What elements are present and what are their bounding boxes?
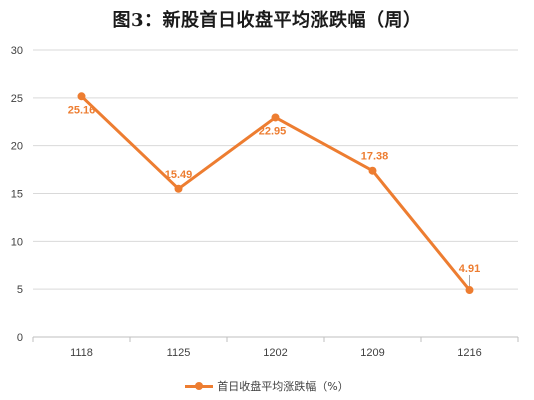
y-tick-label: 30 (11, 45, 23, 57)
data-point (465, 286, 474, 295)
data-point (368, 166, 377, 175)
data-point (174, 184, 183, 193)
data-label: 22.95 (259, 125, 287, 137)
data-label: 4.91 (459, 263, 480, 275)
x-tick-label: 1216 (457, 347, 481, 359)
legend-swatch (185, 381, 214, 391)
y-tick-label: 20 (11, 141, 23, 153)
chart-title: 图3：新股首日收盘平均涨跌幅（周） (112, 10, 422, 31)
y-tick-label: 0 (17, 332, 23, 344)
y-tick-label: 15 (11, 189, 23, 201)
x-axis-ticks: 1118 1125 1202 1209 1216 (32, 337, 519, 359)
data-point (77, 92, 86, 101)
data-label: 25.16 (68, 104, 96, 116)
gridlines (33, 49, 518, 338)
x-tick-label: 1125 (167, 347, 191, 359)
data-label: 15.49 (165, 169, 193, 181)
x-tick-label: 1209 (360, 347, 384, 359)
y-tick-label: 25 (11, 93, 23, 105)
data-label: 17.38 (361, 151, 389, 163)
y-tick-label: 5 (17, 284, 23, 296)
x-tick-label: 1202 (263, 347, 287, 359)
y-axis-ticks: 0 5 10 15 20 25 30 (11, 45, 23, 344)
data-point (271, 113, 280, 122)
data-labels: 25.16 15.49 22.95 17.38 4.91 (68, 104, 480, 287)
legend-label: 首日收盘平均涨跌幅（%） (217, 380, 349, 393)
legend: 首日收盘平均涨跌幅（%） (0, 378, 534, 394)
y-tick-label: 10 (11, 236, 23, 248)
x-tick-label: 1118 (70, 347, 93, 359)
series-line (77, 92, 474, 295)
